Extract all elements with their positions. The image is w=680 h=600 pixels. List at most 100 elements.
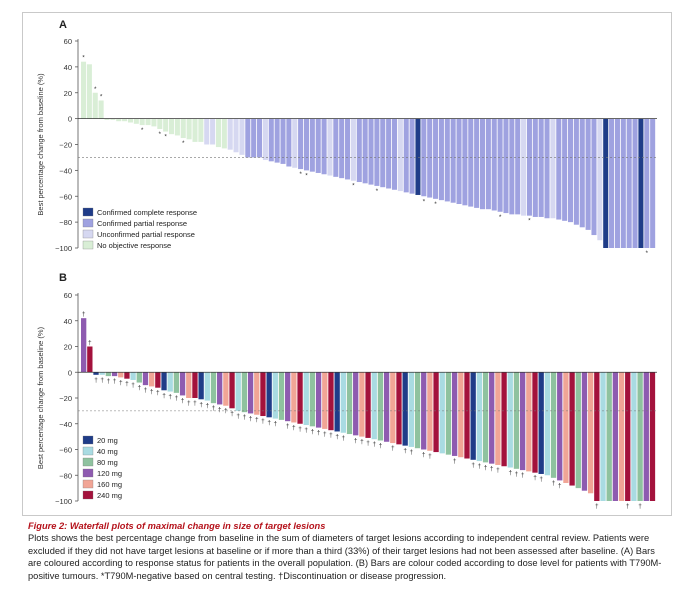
caption-title: Figure 2: Waterfall plots of maximal cha… — [28, 521, 326, 531]
panel-b-tick-label: 60 — [64, 291, 72, 300]
panel-a-legend-label: No objective response — [97, 241, 171, 250]
panel-a-bar-mark: * — [423, 198, 426, 205]
panel-b-bar — [470, 372, 476, 460]
panel-b-bar-mark: † — [626, 503, 630, 510]
panel-b-legend-swatch — [82, 479, 94, 489]
panel-b-bar-mark: † — [323, 431, 327, 438]
panel-a-bar — [151, 118, 157, 127]
panel-a-bar-mark: * — [164, 134, 167, 141]
panel-a-bar — [526, 118, 532, 216]
panel-b-bar — [383, 372, 390, 442]
panel-a-ylabel: Best percentage change from baseline (%) — [36, 73, 45, 216]
panel-b-bar-mark: † — [224, 408, 228, 415]
panel-b-bar — [575, 372, 581, 489]
panel-b-bar — [266, 372, 272, 418]
panel-b-bar — [600, 372, 606, 501]
panel-a-bar — [298, 118, 304, 170]
panel-a-bar — [591, 118, 597, 236]
panel-a-bar — [632, 118, 638, 248]
panel-a-bar — [345, 118, 351, 180]
panel-b-bar — [179, 372, 186, 396]
panel-b-bar — [130, 372, 136, 380]
panel-b-bar-mark: † — [595, 503, 599, 510]
panel-a-bar — [292, 118, 298, 168]
panel-b-bar — [142, 372, 149, 386]
panel-b-bar — [309, 372, 316, 427]
panel-a-bar — [257, 118, 263, 158]
panel-a-tick-label: −20 — [59, 141, 72, 150]
panel-b-bar-mark: † — [206, 403, 210, 410]
panel-a-bar-mark: * — [646, 250, 649, 257]
panel-a-bar — [245, 118, 251, 158]
panel-a-bar — [163, 118, 169, 132]
panel-b-bar — [606, 372, 612, 501]
panel-a-bar — [198, 118, 204, 142]
panel-a-bar — [603, 118, 609, 248]
panel-b-bar — [544, 372, 551, 476]
panel-a-bar — [468, 118, 474, 207]
panel-b-bar — [408, 372, 415, 447]
panel-a-bar-mark: * — [141, 127, 144, 134]
panel-a-legend-swatch — [82, 229, 94, 239]
panel-b-tick-label: 0 — [68, 368, 72, 377]
panel-b-bar — [587, 372, 594, 494]
panel-a-bar — [192, 118, 198, 142]
panel-a-bar — [81, 61, 87, 119]
panel-b-bar — [476, 372, 483, 462]
panel-b-bar-mark: † — [274, 421, 278, 428]
panel-b-bar-mark: † — [508, 470, 512, 477]
panel-b-bar-mark: † — [490, 466, 494, 473]
panel-a-label: A — [59, 19, 67, 31]
figure-frame: A 60 40 20 0 −20 −40 −60 −80 −100 Best percentage … — [22, 12, 672, 516]
panel-b-bar — [371, 372, 377, 440]
panel-a-bar — [644, 118, 650, 248]
panel-b-bar-mark: † — [230, 410, 234, 417]
panel-b-bar — [254, 372, 260, 415]
panel-b-bar — [649, 372, 656, 501]
panel-b-tick-label: −100 — [55, 497, 72, 506]
panel-a-bar — [98, 100, 104, 119]
panel-b-bar — [217, 372, 223, 405]
panel-a-bar — [157, 118, 163, 129]
panel-a-legend-swatch — [82, 218, 94, 228]
panel-b-bar-mark: † — [410, 449, 414, 456]
panel-a-bar — [333, 118, 339, 177]
panel-b-bar-mark: † — [638, 503, 642, 510]
panel-a-bar — [286, 118, 292, 167]
panel-a-bar — [303, 118, 310, 171]
panel-b-bar — [173, 372, 180, 393]
panel-b-bar-mark: † — [175, 395, 179, 402]
panel-a-bar — [521, 118, 527, 216]
panel-b-bar-mark: † — [212, 405, 216, 412]
panel-a-bar — [327, 118, 333, 176]
panel-b-bar — [260, 372, 266, 417]
panel-b-bar — [192, 372, 198, 398]
panel-a-bar — [251, 118, 257, 158]
panel-a-bar — [215, 118, 221, 148]
panel-b-bar — [396, 372, 402, 445]
panel-a-bar — [409, 118, 415, 194]
panel-a-bar — [174, 118, 180, 136]
panel-b-bar — [272, 372, 278, 419]
panel-b-bar-mark: † — [403, 448, 407, 455]
panel-b-bar-mark: † — [82, 311, 86, 318]
panel-a-bar — [315, 118, 321, 173]
panel-b-bar-mark: † — [255, 417, 259, 424]
panel-a-bar-mark: * — [100, 94, 103, 101]
panel-b-bar — [136, 372, 142, 383]
panel-a-bar — [227, 118, 233, 150]
panel-b-bar-mark: † — [168, 394, 172, 401]
panel-a-bar — [550, 118, 556, 219]
panel-a-bar — [474, 118, 480, 208]
panel-a-tick-label: 20 — [64, 89, 72, 98]
panel-b-bar-mark: † — [496, 467, 500, 474]
panel-b-bar — [198, 372, 204, 400]
panel-b-bar — [643, 372, 649, 501]
panel-b-bar — [390, 372, 396, 444]
panel-a-bar — [456, 118, 462, 205]
panel-a-tick-label: 40 — [64, 63, 72, 72]
panel-b-bar — [81, 318, 87, 373]
panel-a-legend-swatch — [82, 240, 94, 250]
panel-b-bar-mark: † — [379, 442, 383, 449]
panel-b-bar-mark: † — [478, 463, 482, 470]
